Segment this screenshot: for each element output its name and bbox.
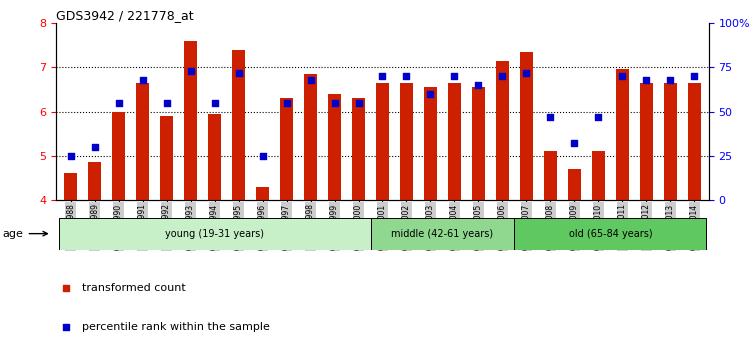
Point (112, 100, 125, 105)
Bar (376, 83, 389, 200)
Bar (88, 162, 101, 200)
Bar (640, 83, 653, 200)
Bar (256, 187, 269, 200)
Bar (208, 114, 221, 200)
Bar (664, 83, 677, 200)
Point (688, 73, 700, 79)
Bar (280, 98, 293, 200)
Bar (58, 218, 370, 250)
Bar (328, 94, 341, 200)
Text: old (65-84 years): old (65-84 years) (568, 229, 652, 239)
Point (136, 77, 148, 82)
Bar (514, 218, 706, 250)
Point (592, 114, 604, 120)
Point (664, 77, 676, 82)
Point (544, 114, 556, 120)
Point (640, 77, 652, 82)
Point (352, 100, 364, 105)
Bar (688, 83, 701, 200)
Point (304, 77, 316, 82)
Bar (232, 50, 245, 200)
Point (64, 153, 76, 159)
Bar (616, 69, 629, 200)
Bar (496, 61, 509, 200)
Bar (184, 41, 197, 200)
Point (184, 68, 196, 74)
Text: middle (42-61 years): middle (42-61 years) (392, 229, 494, 239)
Bar (370, 218, 514, 250)
Bar (592, 152, 605, 200)
Bar (352, 98, 365, 200)
Point (280, 100, 292, 105)
Point (232, 70, 244, 75)
Bar (448, 83, 461, 200)
Bar (304, 74, 317, 200)
Point (568, 141, 580, 146)
Point (424, 91, 436, 97)
Point (496, 73, 508, 79)
Point (209, 100, 220, 105)
Point (472, 82, 484, 88)
Text: young (19-31 years): young (19-31 years) (165, 229, 264, 239)
Point (520, 70, 532, 75)
Bar (160, 116, 173, 200)
Point (400, 73, 412, 79)
Bar (424, 87, 437, 200)
Point (160, 100, 172, 105)
Point (328, 100, 340, 105)
Bar (64, 173, 77, 200)
Text: transformed count: transformed count (82, 282, 186, 293)
Point (256, 153, 268, 159)
Bar (568, 169, 581, 200)
Bar (544, 152, 557, 200)
Bar (472, 87, 485, 200)
Point (466, 65, 478, 71)
Bar (520, 52, 533, 200)
Text: age: age (3, 229, 47, 239)
Bar (400, 83, 413, 200)
Text: GDS3942 / 221778_at: GDS3942 / 221778_at (56, 9, 194, 22)
Point (376, 73, 388, 79)
Point (88, 144, 101, 150)
Bar (136, 83, 149, 200)
Point (448, 73, 460, 79)
Point (616, 73, 628, 79)
Text: percentile rank within the sample: percentile rank within the sample (82, 322, 270, 332)
Bar (112, 112, 125, 200)
